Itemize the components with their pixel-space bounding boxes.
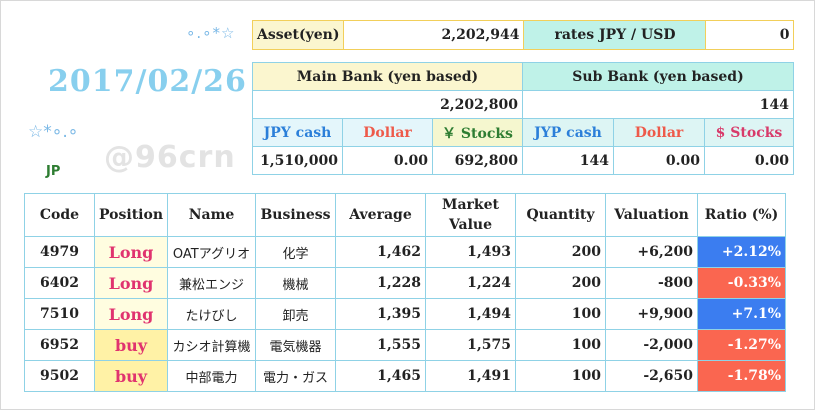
average-price: 1,465 (335, 360, 426, 392)
main-stocks-label: ￥ Stocks (432, 118, 523, 147)
main-jpy-cash-value: 1,510,000 (252, 146, 343, 175)
header-average: Average (335, 193, 426, 237)
position-type: Long (94, 236, 168, 268)
valuation: -2,650 (605, 360, 698, 392)
bank-total-row: 2,202,800 144 (252, 90, 794, 119)
average-price: 1,228 (335, 267, 426, 299)
bank-table: Main Bank (yen based) Sub Bank (yen base… (252, 62, 794, 175)
position-code: 9502 (24, 360, 95, 392)
ratio-percent: -1.27% (697, 329, 786, 361)
position-type: buy (94, 360, 168, 392)
main-dollar-value: 0.00 (342, 146, 433, 175)
asset-summary-table: Asset(yen) 2,202,944 rates JPY / USD 0 (251, 20, 795, 50)
position-type: buy (94, 329, 168, 361)
report-date: 2017/02/26 (48, 64, 247, 99)
main-bank-title: Main Bank (yen based) (252, 62, 523, 91)
asset-row: Asset(yen) 2,202,944 rates JPY / USD 0 (251, 20, 795, 50)
asset-value: 2,202,944 (343, 20, 525, 50)
quantity: 200 (515, 236, 606, 268)
average-price: 1,462 (335, 236, 426, 268)
header-market-line1: Market (441, 197, 500, 213)
valuation: -800 (605, 267, 698, 299)
business-sector: 化学 (255, 236, 336, 268)
table-row: 7510 Long たけびし 卸売 1,395 1,494 100 +9,900 +7.1% (24, 298, 786, 330)
sub-bank-title: Sub Bank (yen based) (522, 62, 794, 91)
stock-name: OATアグリオ (167, 236, 256, 268)
author-watermark: @96crn (104, 140, 236, 175)
ratio-percent: +7.1% (697, 298, 786, 330)
main-jpy-cash-label: JPY cash (252, 118, 343, 147)
region-label: JP (46, 164, 61, 179)
position-code: 6952 (24, 329, 95, 361)
header-ratio: Ratio (%) (697, 193, 786, 237)
stock-name: 中部電力 (167, 360, 256, 392)
table-row: 4979 Long OATアグリオ 化学 1,462 1,493 200 +6,200 +2.1… (24, 236, 786, 268)
market-value: 1,494 (425, 298, 516, 330)
sub-bank-total: 144 (522, 90, 794, 119)
main-dollar-label: Dollar (342, 118, 433, 147)
stock-name: 兼松エンジ (167, 267, 256, 299)
rates-value: 0 (705, 20, 795, 50)
header-name: Name (167, 193, 256, 237)
ratio-percent: -0.33% (697, 267, 786, 299)
bank-label-row: JPY cash Dollar ￥ Stocks JYP cash Dollar… (252, 118, 794, 147)
sub-stocks-value: 0.00 (704, 146, 794, 175)
valuation: -2,000 (605, 329, 698, 361)
valuation: +6,200 (605, 236, 698, 268)
market-value: 1,224 (425, 267, 516, 299)
business-sector: 電力・ガス (255, 360, 336, 392)
header-market-value: Market Value (425, 193, 516, 237)
position-code: 7510 (24, 298, 95, 330)
sub-dollar-value: 0.00 (613, 146, 705, 175)
sub-stocks-label: $ Stocks (704, 118, 794, 147)
average-price: 1,555 (335, 329, 426, 361)
position-code: 4979 (24, 236, 95, 268)
asset-label: Asset(yen) (251, 20, 345, 50)
header-market-line2: Value (448, 217, 493, 233)
header-code: Code (24, 193, 95, 237)
business-sector: 卸売 (255, 298, 336, 330)
sub-jpy-cash-label: JYP cash (522, 118, 614, 147)
table-row: 6952 buy カシオ計算機 電気機器 1,555 1,575 100 -2,000 -1.2… (24, 329, 786, 361)
business-sector: 電気機器 (255, 329, 336, 361)
position-type: Long (94, 298, 168, 330)
valuation: +9,900 (605, 298, 698, 330)
positions-body: 4979 Long OATアグリオ 化学 1,462 1,493 200 +6,200 +2.1… (24, 236, 786, 392)
main-stocks-value: 692,800 (432, 146, 523, 175)
main-bank-total: 2,202,800 (252, 90, 523, 119)
bank-header-row: Main Bank (yen based) Sub Bank (yen base… (252, 62, 794, 91)
bank-value-row: 1,510,000 0.00 692,800 144 0.00 0.00 (252, 146, 794, 175)
positions-header-row: Code Position Name Business Average Mark… (24, 193, 786, 237)
table-row: 6402 Long 兼松エンジ 機械 1,228 1,224 200 -800 -0.33% (24, 267, 786, 299)
market-value: 1,493 (425, 236, 516, 268)
stock-name: たけびし (167, 298, 256, 330)
header-quantity: Quantity (515, 193, 606, 237)
star-decoration-top: ∘.∘*☆ (186, 24, 236, 42)
position-code: 6402 (24, 267, 95, 299)
rates-label: rates JPY / USD (523, 20, 707, 50)
positions-table: Code Position Name Business Average Mark… (24, 193, 786, 392)
header-position: Position (94, 193, 168, 237)
position-type: Long (94, 267, 168, 299)
business-sector: 機械 (255, 267, 336, 299)
sub-dollar-label: Dollar (613, 118, 705, 147)
quantity: 100 (515, 298, 606, 330)
sub-jpy-cash-value: 144 (522, 146, 614, 175)
quantity: 200 (515, 267, 606, 299)
quantity: 100 (515, 360, 606, 392)
table-row: 9502 buy 中部電力 電力・ガス 1,465 1,491 100 -2,650 -1.78… (24, 360, 786, 392)
header-business: Business (255, 193, 336, 237)
ratio-percent: -1.78% (697, 360, 786, 392)
header-valuation: Valuation (605, 193, 698, 237)
star-decoration-left: ☆*∘.∘ (28, 122, 79, 142)
stock-name: カシオ計算機 (167, 329, 256, 361)
market-value: 1,575 (425, 329, 516, 361)
quantity: 100 (515, 329, 606, 361)
average-price: 1,395 (335, 298, 426, 330)
market-value: 1,491 (425, 360, 516, 392)
ratio-percent: +2.12% (697, 236, 786, 268)
